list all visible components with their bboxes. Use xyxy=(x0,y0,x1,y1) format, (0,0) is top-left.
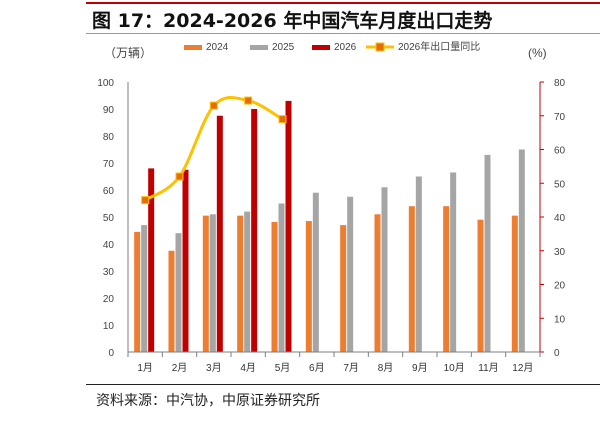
right-axis-unit: (%) xyxy=(528,46,547,60)
right-tick-label: 80 xyxy=(554,78,566,89)
bar-2025 xyxy=(141,225,148,352)
right-tick-label: 40 xyxy=(554,213,566,224)
left-axis-unit: （万辆） xyxy=(104,46,152,60)
bar-2025 xyxy=(312,192,319,352)
title-top-rule xyxy=(86,2,600,4)
x-tick-label: 5月 xyxy=(275,362,291,374)
x-tick-label: 12月 xyxy=(512,362,533,374)
bar-2026 xyxy=(182,169,189,352)
yoy-point xyxy=(278,115,287,124)
left-tick-label: 60 xyxy=(103,186,115,197)
legend-swatch-2026 xyxy=(312,45,330,50)
left-tick-label: 70 xyxy=(103,159,115,170)
left-tick-label: 80 xyxy=(103,132,115,143)
left-tick-label: 50 xyxy=(103,213,115,224)
bar-2025 xyxy=(518,149,525,352)
title-bottom-rule xyxy=(86,33,600,34)
right-tick-label: 50 xyxy=(554,179,566,190)
legend-swatch-marker xyxy=(375,42,385,52)
bar-2026 xyxy=(251,109,258,352)
bar-2025 xyxy=(175,233,182,352)
x-tick-label: 10月 xyxy=(444,362,465,374)
bar-2025 xyxy=(278,203,285,352)
legend-swatch-2024 xyxy=(184,45,202,50)
left-axis: 0 10 20 30 40 50 60 70 80 90 100 xyxy=(97,78,129,359)
yoy-point xyxy=(244,96,253,105)
bar-2025 xyxy=(347,196,354,352)
yoy-line-path xyxy=(144,96,284,202)
bar-2026 xyxy=(148,168,155,352)
x-tick-label: 4月 xyxy=(240,362,256,374)
left-tick-label: 10 xyxy=(103,321,115,332)
bar-2026 xyxy=(285,100,292,353)
x-tick-label: 3月 xyxy=(206,362,222,374)
bar-2025 xyxy=(244,211,251,352)
bar-2024 xyxy=(340,225,347,352)
yoy-point xyxy=(209,101,218,110)
x-tick-label: 9月 xyxy=(412,362,428,374)
left-tick-label: 20 xyxy=(103,294,115,305)
x-tick-label: 2月 xyxy=(172,362,188,374)
x-tick-label: 1月 xyxy=(137,362,153,374)
bar-2024 xyxy=(511,215,518,352)
right-tick-label: 60 xyxy=(554,146,566,157)
bar-2024 xyxy=(305,221,312,352)
figure-title: 图 17：2024-2026 年中国汽车月度出口走势 xyxy=(92,10,493,32)
x-tick-label: 11月 xyxy=(478,362,498,374)
bar-2025 xyxy=(450,172,457,352)
bar-2024 xyxy=(477,219,484,352)
right-tick-label: 70 xyxy=(554,112,566,123)
bar-2024 xyxy=(443,206,450,352)
legend-label: 2026年出口量同比 xyxy=(398,40,480,53)
yoy-line-series xyxy=(141,96,287,205)
bar-2024 xyxy=(202,215,209,352)
right-tick-label: 0 xyxy=(554,348,560,359)
right-tick-label: 10 xyxy=(554,314,566,325)
right-tick-label: 20 xyxy=(554,281,566,292)
bar-series xyxy=(134,100,525,353)
left-tick-label: 40 xyxy=(103,240,115,251)
left-tick-label: 100 xyxy=(97,78,114,89)
bar-2024 xyxy=(237,215,244,352)
bar-2024 xyxy=(134,231,141,352)
right-tick-label: 30 xyxy=(554,247,566,258)
x-tick-label: 8月 xyxy=(378,362,394,374)
legend-label: 2026 xyxy=(334,42,357,53)
x-tick-label: 7月 xyxy=(343,362,359,374)
bar-2025 xyxy=(415,176,422,352)
left-tick-label: 0 xyxy=(108,348,114,359)
bar-2026 xyxy=(216,115,223,352)
bar-2025 xyxy=(209,214,216,352)
left-tick-label: 30 xyxy=(103,267,115,278)
bar-2025 xyxy=(484,154,491,352)
source-note: 资料来源：中汽协，中原证券研究所 xyxy=(96,393,320,409)
source-rule xyxy=(86,384,600,385)
x-axis: 1月 2月 3月 4月 5月 6月 7月 8月 9月 10月 11月 12月 xyxy=(127,351,541,374)
x-tick-label: 6月 xyxy=(309,362,325,374)
bar-2024 xyxy=(168,250,175,352)
legend-label: 2025 xyxy=(272,42,295,53)
right-axis: 0 10 20 30 40 50 60 70 80 xyxy=(539,78,566,359)
bar-2025 xyxy=(381,187,388,352)
chart-legend: 2024 2025 2026 2026年出口量同比 xyxy=(184,40,480,53)
yoy-point xyxy=(141,196,150,205)
yoy-point xyxy=(175,172,184,181)
legend-swatch-2025 xyxy=(250,45,268,50)
bar-2024 xyxy=(374,214,381,352)
bar-2024 xyxy=(408,206,415,352)
bar-2024 xyxy=(271,221,278,352)
legend-label: 2024 xyxy=(206,42,229,53)
left-tick-label: 90 xyxy=(103,105,115,116)
